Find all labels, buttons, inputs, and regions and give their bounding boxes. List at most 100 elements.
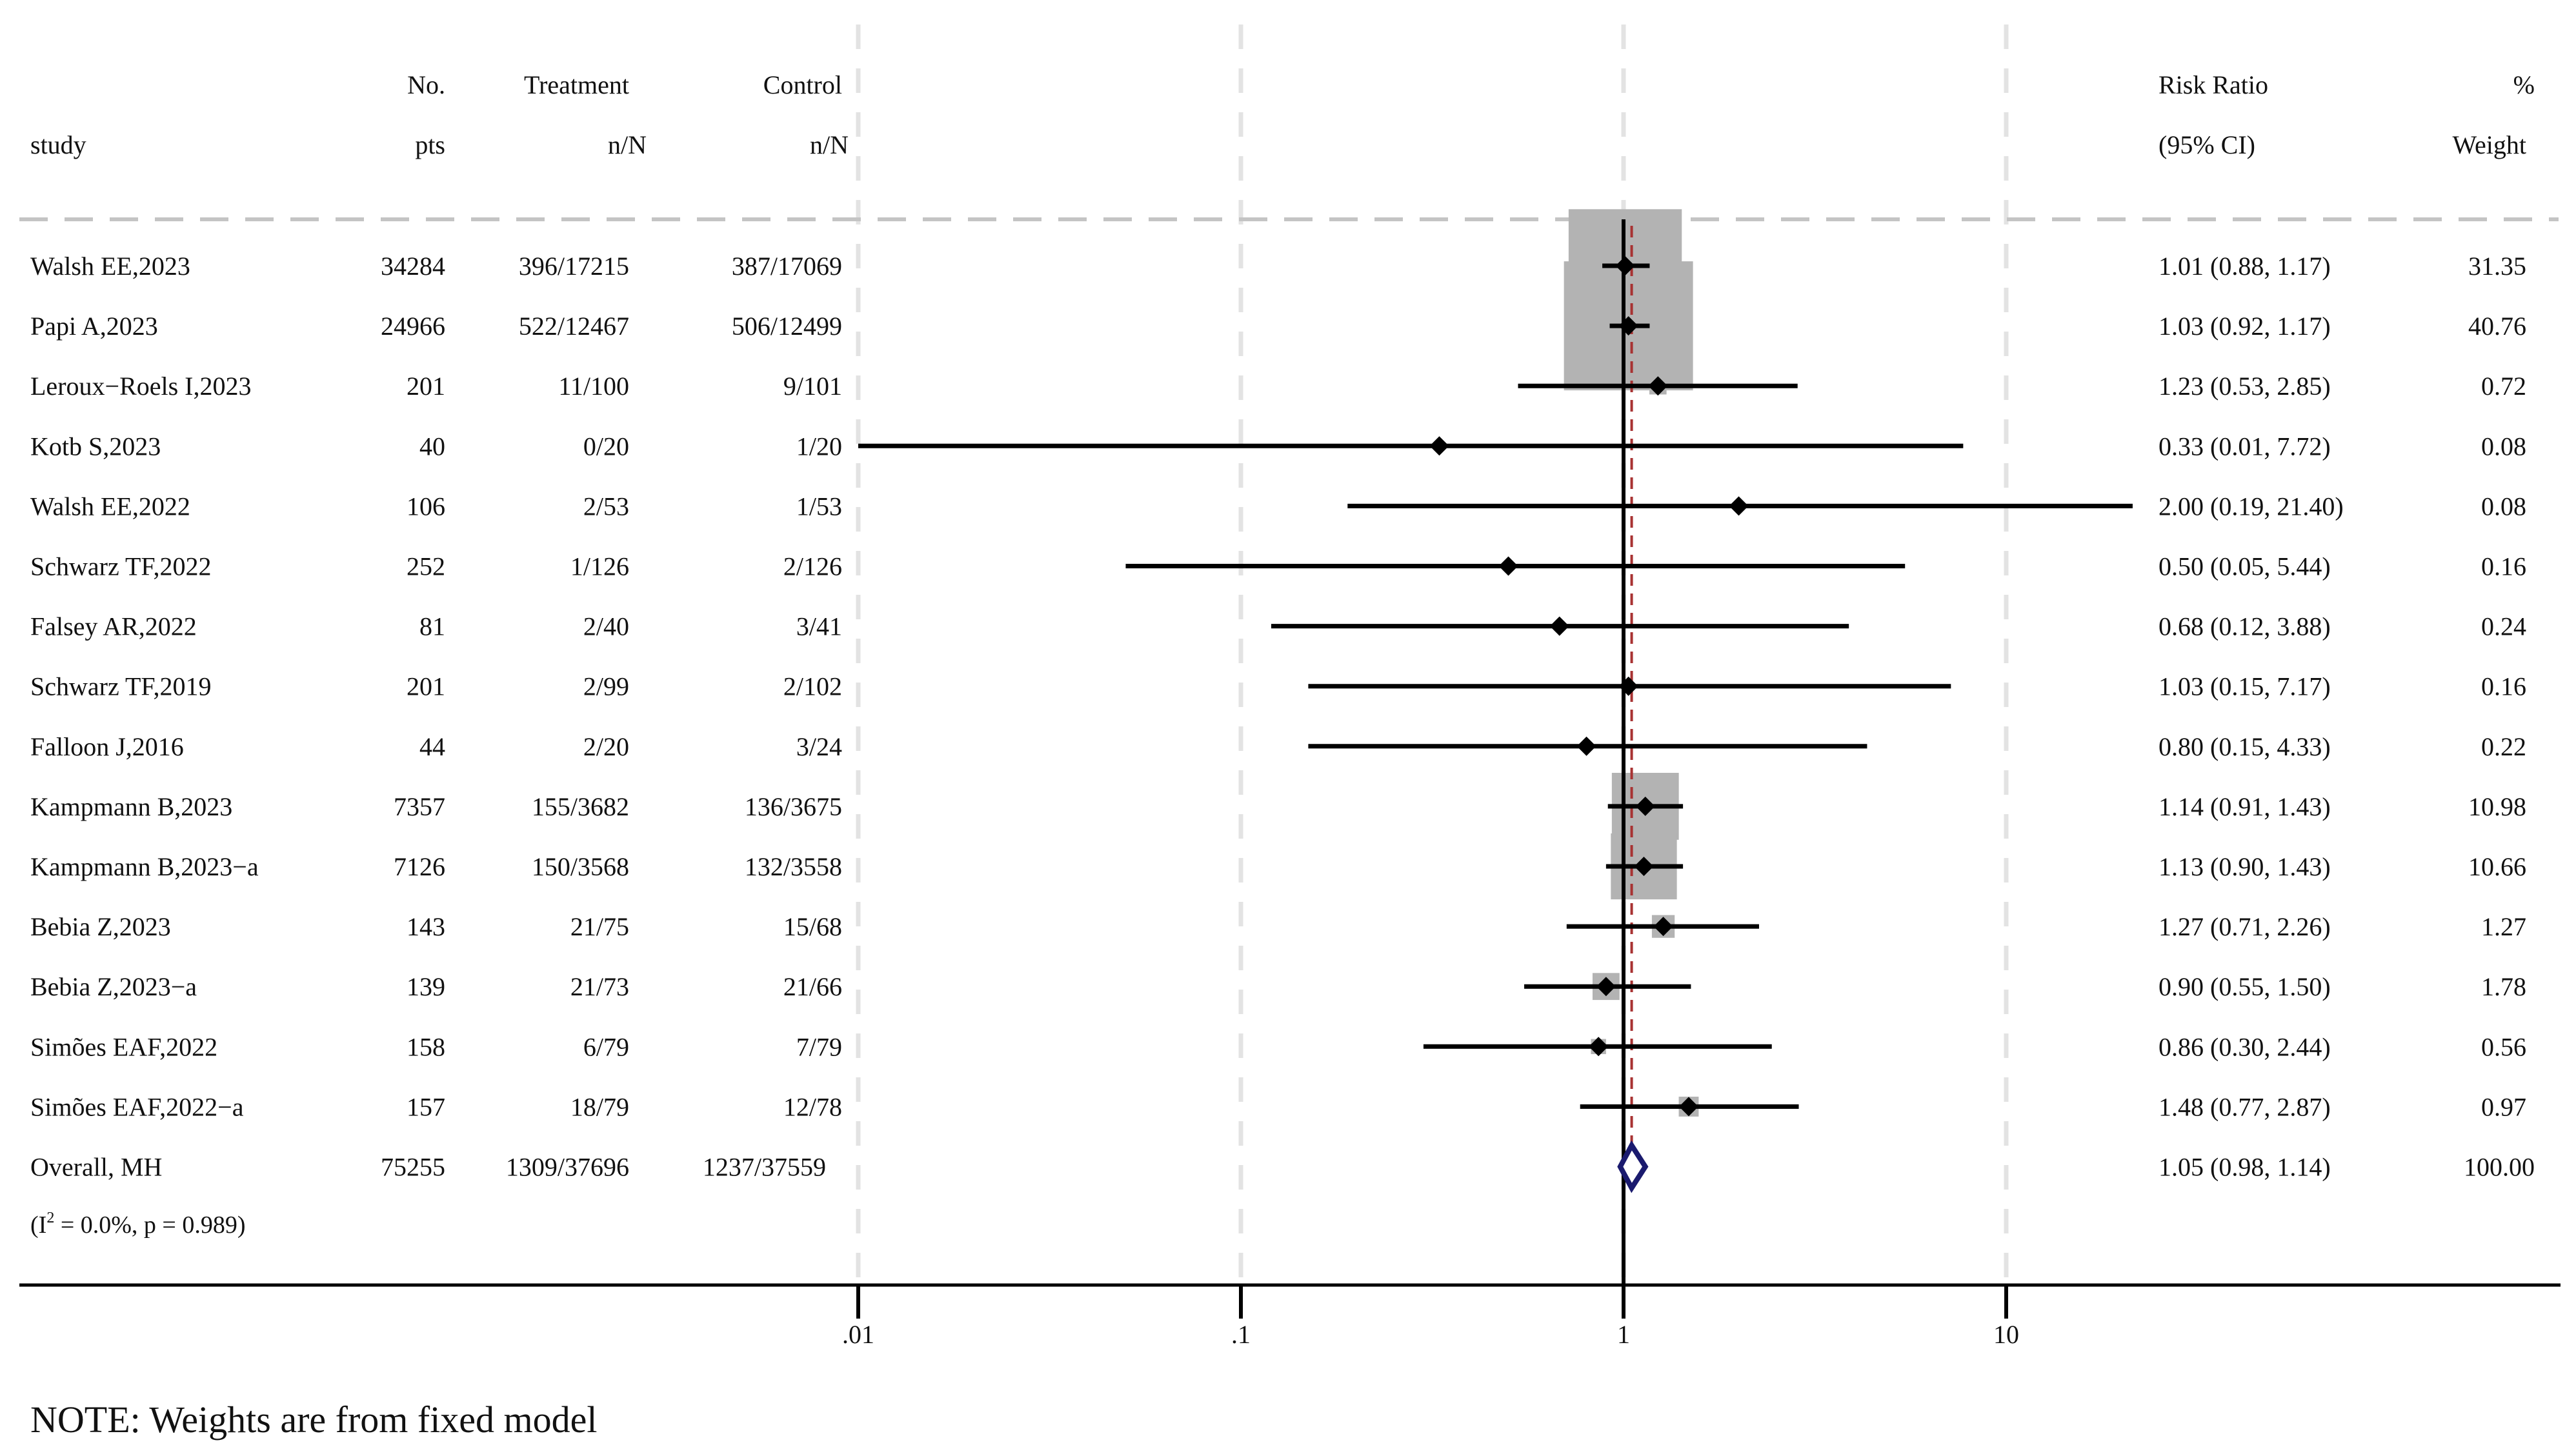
point-estimate-marker: [1653, 917, 1673, 937]
point-estimate-marker: [1596, 977, 1616, 997]
study-row: Kampmann B,2023−a 7126 150/3568 132/3558 1.1…: [30, 852, 2526, 881]
study-pts: 40: [419, 432, 445, 461]
study-weight: 0.56: [2481, 1032, 2526, 1061]
study-row: Falsey AR,2022 81 2/40 3/41 0.68 (0.12, 3.88…: [30, 612, 2526, 641]
study-name: Bebia Z,2023: [30, 912, 171, 941]
study-name: Leroux−Roels I,2023: [30, 372, 252, 401]
study-name: Schwarz TF,2022: [30, 552, 211, 581]
study-pts: 201: [407, 672, 445, 701]
study-row: Leroux−Roels I,2023 201 11/100 9/101 1.23 (0…: [30, 372, 2526, 401]
study-name: Kotb S,2023: [30, 432, 161, 461]
overall-weight: 100.00: [2464, 1153, 2535, 1182]
heterogeneity-label: (I2 = 0.0%, p = 0.989): [30, 1210, 245, 1239]
x-tick-label: .1: [1231, 1320, 1251, 1349]
study-control: 12/78: [783, 1092, 842, 1121]
point-estimate-marker: [1615, 256, 1635, 275]
study-row: Falloon J,2016 44 2/20 3/24 0.80 (0.15, 4.33…: [30, 732, 2526, 761]
study-row: Bebia Z,2023−a 139 21/73 21/66 0.90 (0.55, 1…: [30, 972, 2526, 1001]
point-estimate-marker: [1729, 496, 1749, 516]
study-weight: 40.76: [2468, 312, 2526, 341]
study-row: Bebia Z,2023 143 21/75 15/68 1.27 (0.71, 2.2…: [30, 912, 2526, 941]
study-control: 21/66: [783, 972, 842, 1001]
header-no: No.: [407, 70, 445, 99]
study-row: Schwarz TF,2022 252 1/126 2/126 0.50 (0.05, …: [30, 552, 2526, 581]
study-treatment: 155/3682: [532, 792, 629, 821]
study-row: Kampmann B,2023 7357 155/3682 136/3675 1.14 …: [30, 792, 2526, 821]
study-risk-ratio: 1.03 (0.15, 7.17): [2158, 672, 2331, 701]
study-pts: 143: [407, 912, 445, 941]
study-pts: 157: [407, 1092, 445, 1121]
point-estimate-marker: [1498, 556, 1518, 576]
study-row: Kotb S,2023 40 0/20 1/20 0.33 (0.01, 7.72) 0.…: [30, 432, 2526, 461]
x-tick-label: .01: [842, 1320, 874, 1349]
header-pts: pts: [415, 130, 445, 159]
study-pts: 7357: [394, 792, 445, 821]
study-treatment: 150/3568: [532, 852, 629, 881]
study-weight: 31.35: [2468, 252, 2526, 281]
study-control: 1/53: [796, 492, 842, 521]
study-control: 1/20: [796, 432, 842, 461]
study-pts: 24966: [381, 312, 445, 341]
het-prefix: (I: [30, 1212, 46, 1239]
study-risk-ratio: 1.23 (0.53, 2.85): [2158, 372, 2331, 401]
study-name: Bebia Z,2023−a: [30, 972, 197, 1001]
study-risk-ratio: 1.03 (0.92, 1.17): [2158, 312, 2331, 341]
study-treatment: 21/73: [570, 972, 629, 1001]
point-estimate-marker: [1589, 1037, 1609, 1057]
study-weight: 0.08: [2481, 492, 2526, 521]
overall-risk-ratio: 1.05 (0.98, 1.14): [2158, 1153, 2331, 1182]
point-estimate-marker: [1576, 736, 1596, 756]
study-name: Simões EAF,2022−a: [30, 1092, 244, 1121]
study-control: 3/41: [796, 612, 842, 641]
pooled-diamond: [1617, 1140, 1649, 1193]
study-weight: 0.16: [2481, 552, 2526, 581]
study-weight: 0.08: [2481, 432, 2526, 461]
point-estimate-marker: [1635, 796, 1655, 816]
study-control: 2/126: [783, 552, 842, 581]
study-control: 9/101: [783, 372, 842, 401]
study-treatment: 2/99: [583, 672, 629, 701]
study-treatment: 2/53: [583, 492, 629, 521]
study-pts: 106: [407, 492, 445, 521]
study-risk-ratio: 1.01 (0.88, 1.17): [2158, 252, 2331, 281]
study-risk-ratio: 0.90 (0.55, 1.50): [2158, 972, 2331, 1001]
header-control: Control: [763, 70, 842, 99]
overall-row: Overall, MH 75255 1309/37696 1237/37559 1.05…: [30, 1140, 2535, 1193]
study-treatment: 0/20: [583, 432, 629, 461]
study-treatment: 6/79: [583, 1032, 629, 1061]
study-risk-ratio: 1.27 (0.71, 2.26): [2158, 912, 2331, 941]
overall-control: 1237/37559: [703, 1153, 826, 1182]
study-pts: 44: [419, 732, 445, 761]
point-estimate-marker: [1678, 1097, 1698, 1117]
study-risk-ratio: 1.48 (0.77, 2.87): [2158, 1092, 2331, 1121]
study-pts: 139: [407, 972, 445, 1001]
study-pts: 201: [407, 372, 445, 401]
header-percent: %: [2513, 70, 2535, 99]
study-name: Papi A,2023: [30, 312, 158, 341]
study-name: Walsh EE,2023: [30, 252, 190, 281]
study-weight: 1.27: [2481, 912, 2526, 941]
study-treatment: 522/12467: [519, 312, 629, 341]
study-rows: Walsh EE,2023 34284 396/17215 387/17069 1.01…: [30, 252, 2526, 1121]
point-estimate-marker: [1648, 376, 1668, 396]
study-row: Papi A,2023 24966 522/12467 506/12499 1.03 (…: [30, 312, 2526, 341]
x-tick-label: 10: [1993, 1320, 2019, 1349]
column-headers: No. pts study Treatment n/N Control n/N …: [30, 70, 2535, 159]
study-control: 506/12499: [732, 312, 842, 341]
study-weight: 0.97: [2481, 1092, 2526, 1121]
study-row: Schwarz TF,2019 201 2/99 2/102 1.03 (0.15, 7…: [30, 672, 2526, 701]
study-weight: 10.98: [2468, 792, 2526, 821]
study-treatment: 396/17215: [519, 252, 629, 281]
study-treatment: 2/20: [583, 732, 629, 761]
study-risk-ratio: 1.13 (0.90, 1.43): [2158, 852, 2331, 881]
study-control: 3/24: [796, 732, 842, 761]
study-name: Simões EAF,2022: [30, 1032, 217, 1061]
study-name: Kampmann B,2023: [30, 792, 232, 821]
study-treatment: 1/126: [570, 552, 629, 581]
study-risk-ratio: 1.14 (0.91, 1.43): [2158, 792, 2331, 821]
point-estimate-marker: [1549, 616, 1569, 636]
study-treatment: 21/75: [570, 912, 629, 941]
study-control: 132/3558: [745, 852, 842, 881]
x-axis-ticks: .01 .1 1 10: [842, 1285, 2019, 1349]
point-estimate-marker: [1618, 676, 1638, 696]
